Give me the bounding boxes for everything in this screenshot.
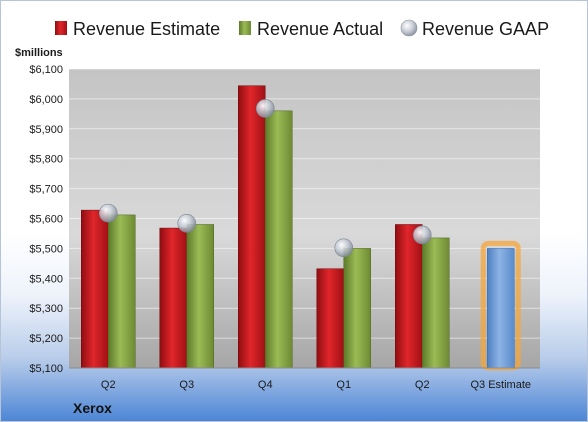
bar-revenue-actual — [108, 214, 136, 369]
bar-revenue-estimate — [159, 227, 187, 369]
gridlines — [69, 68, 540, 369]
company-name: Xerox — [73, 400, 112, 416]
bar-revenue-estimate — [316, 268, 344, 369]
bar-revenue-actual — [343, 248, 371, 369]
x-tick-label: Q2 — [415, 379, 430, 391]
y-tick-label: $6,100 — [29, 64, 63, 76]
gaap-marker — [412, 225, 432, 245]
bar-q3-estimate — [487, 248, 515, 369]
y-tick-label: $5,500 — [29, 243, 63, 255]
y-axis-ticks: $5,100 $5,200 $5,300 $5,400 $5,500 $5,600 $5,7… — [29, 64, 63, 375]
x-tick-label: Q3 Estimate — [470, 379, 531, 391]
gaap-markers — [98, 99, 432, 258]
y-tick-label: $5,800 — [29, 154, 63, 166]
legend-label-actual: Revenue Actual — [257, 19, 383, 39]
legend-label-estimate: Revenue Estimate — [73, 19, 220, 39]
legend-item-revenue-actual: Revenue Actual — [239, 19, 383, 39]
bar-revenue-estimate — [238, 85, 266, 369]
x-axis-ticks: Q2 Q3 Q4 Q1 Q2 Q3 Estimate — [101, 379, 531, 391]
legend-swatch-estimate — [55, 21, 67, 35]
bar-revenue-actual — [186, 224, 214, 369]
legend-item-revenue-estimate: Revenue Estimate — [55, 19, 220, 39]
y-tick-label: $6,000 — [29, 94, 63, 106]
legend: Revenue Estimate Revenue Actual Revenue … — [55, 19, 549, 39]
x-tick-label: Q2 — [101, 379, 116, 391]
y-axis-unit-label: $millions — [15, 47, 63, 59]
y-tick-label: $5,200 — [29, 333, 63, 345]
bar-revenue-estimate — [81, 209, 109, 369]
y-tick-label: $5,700 — [29, 184, 63, 196]
bar-revenue-actual — [265, 110, 293, 369]
x-tick-label: Q1 — [336, 379, 351, 391]
bar-revenue-estimate — [395, 224, 423, 369]
bar-revenue-actual — [422, 237, 450, 369]
legend-item-revenue-gaap: Revenue GAAP — [400, 19, 549, 39]
gaap-marker — [98, 203, 118, 223]
gaap-marker — [177, 213, 197, 233]
y-tick-label: $5,100 — [29, 363, 63, 375]
gaap-marker — [255, 99, 275, 118]
legend-label-gaap: Revenue GAAP — [422, 19, 549, 39]
y-tick-label: $5,900 — [29, 124, 63, 136]
legend-swatch-gaap — [400, 19, 418, 37]
y-tick-label: $5,300 — [29, 303, 63, 315]
x-tick-label: Q4 — [258, 379, 273, 391]
x-tick-label: Q3 — [179, 379, 194, 391]
y-tick-label: $5,600 — [29, 214, 63, 226]
legend-swatch-actual — [239, 21, 251, 35]
gaap-marker — [334, 238, 354, 258]
bars — [81, 85, 521, 371]
y-tick-label: $5,400 — [29, 273, 63, 285]
